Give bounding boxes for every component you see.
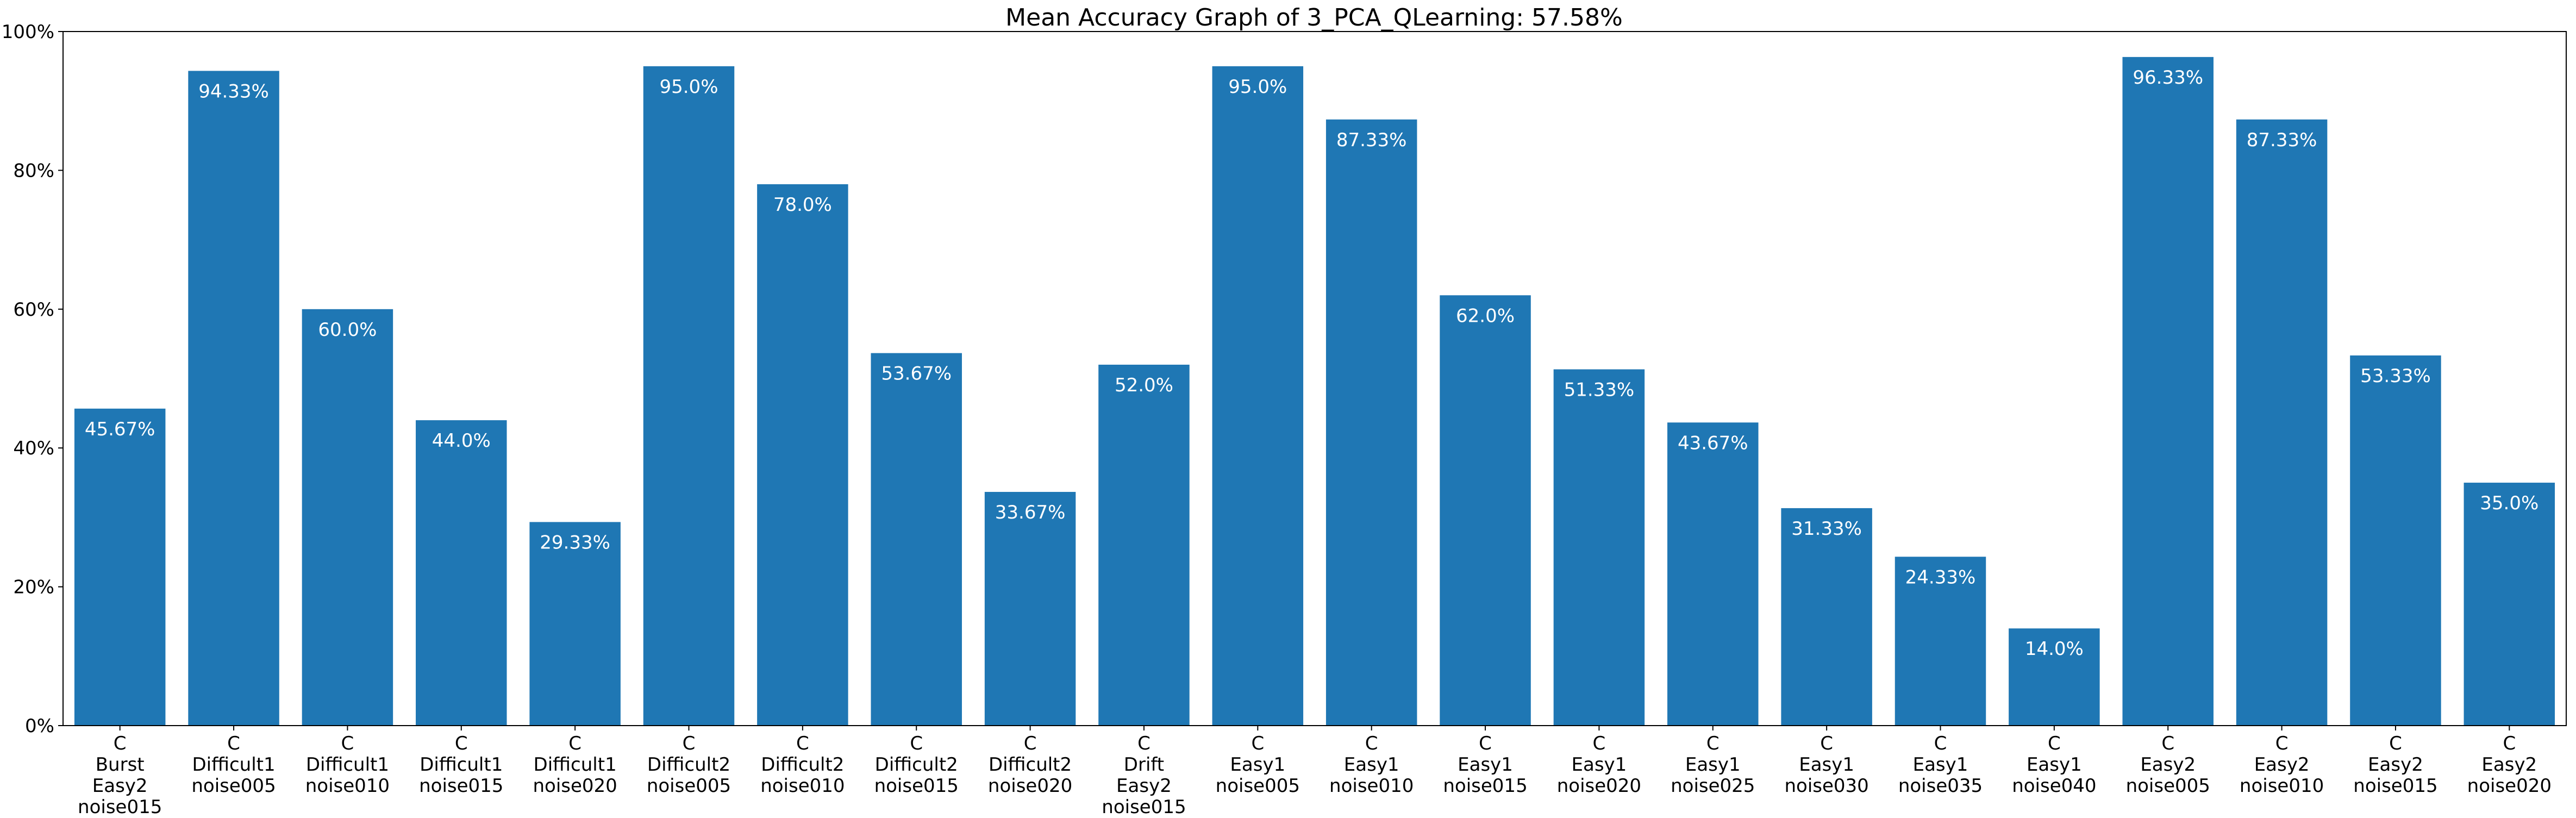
data-label: 53.33%	[2360, 365, 2431, 387]
y-tick-label: 40%	[13, 438, 54, 459]
bar	[757, 184, 848, 726]
data-label: 87.33%	[2247, 129, 2317, 151]
bar	[1098, 364, 1190, 726]
data-label: 44.0%	[432, 430, 491, 452]
x-tick-label: C Easy1 noise025	[1671, 733, 1755, 797]
x-tick-label: C Drift Easy2 noise015	[1102, 733, 1186, 815]
x-tick-label: C Difficult1 noise015	[419, 733, 503, 797]
bar	[2464, 483, 2555, 726]
x-tick-label: C Easy1 noise040	[2012, 733, 2096, 797]
x-tick-label: C Difficult2 noise010	[760, 733, 845, 797]
bar	[1325, 119, 1417, 726]
data-label: 96.33%	[2133, 67, 2203, 89]
x-tick-label: C Burst Easy2 noise015	[78, 733, 162, 815]
data-label: 87.33%	[1336, 129, 1407, 151]
data-label: 60.0%	[318, 319, 377, 341]
x-tick-label: C Difficult2 noise020	[988, 733, 1072, 797]
y-tick-label: 60%	[13, 299, 54, 321]
bar	[2122, 57, 2214, 726]
bar	[871, 353, 962, 726]
bar	[529, 522, 621, 726]
bar	[1667, 422, 1759, 726]
x-tick-label: C Easy2 noise005	[2126, 733, 2210, 797]
bar	[416, 420, 507, 726]
bar	[1440, 295, 1531, 726]
bar	[1781, 508, 1872, 726]
data-label: 24.33%	[1905, 566, 1976, 588]
x-tick-label: C Easy1 noise035	[1898, 733, 1983, 797]
data-label: 52.0%	[1115, 374, 1173, 396]
x-tick-label: C Difficult1 noise020	[533, 733, 617, 797]
bar	[74, 408, 166, 726]
x-axis: C Burst Easy2 noise015 C Difficult1 noise005 C D…	[78, 726, 2552, 818]
data-labels-layer: 45.67% 94.33% 60.0% 44.0% 29.33% 95.0% 78.0% 53…	[85, 67, 2539, 660]
bar	[2350, 355, 2441, 726]
data-label: 62.0%	[1456, 305, 1515, 327]
x-tick-label: C Difficult1 noise010	[305, 733, 390, 797]
data-label: 53.67%	[881, 363, 952, 385]
x-tick-label: C Easy1 noise010	[1329, 733, 1414, 797]
data-label: 29.33%	[540, 532, 610, 553]
x-tick-label: C Difficult1 noise005	[191, 733, 276, 797]
data-label: 35.0%	[2480, 492, 2539, 514]
bars-layer	[74, 57, 2555, 726]
chart-title: Mean Accuracy Graph of 3_PCA_QLearning: …	[1005, 4, 1623, 32]
data-label: 94.33%	[198, 80, 269, 102]
x-tick-label: C Difficult2 noise015	[874, 733, 959, 797]
data-label: 43.67%	[1678, 432, 1748, 454]
y-tick-label: 0%	[25, 715, 54, 737]
x-tick-label: C Easy1 noise005	[1216, 733, 1300, 797]
bar	[188, 71, 279, 726]
x-tick-label: C Easy1 noise020	[1557, 733, 1641, 797]
y-tick-label: 100%	[2, 21, 54, 43]
data-label: 95.0%	[1228, 76, 1287, 98]
x-tick-label: C Easy2 noise010	[2240, 733, 2324, 797]
x-tick-label: C Difficult2 noise005	[647, 733, 731, 797]
y-tick-label: 20%	[13, 577, 54, 598]
plot-frame	[62, 31, 2567, 726]
x-tick-label: C Easy1 noise030	[1784, 733, 1868, 797]
bar	[2009, 628, 2100, 726]
data-label: 33.67%	[995, 502, 1066, 523]
data-label: 78.0%	[773, 194, 832, 216]
data-label: 14.0%	[2025, 638, 2084, 660]
y-axis: 0% 20% 40% 60% 80% 100%	[2, 21, 63, 737]
y-tick-label: 80%	[13, 160, 54, 182]
data-label: 51.33%	[1564, 379, 1635, 401]
x-tick-label: C Easy2 noise015	[2353, 733, 2437, 797]
bar	[1895, 557, 1986, 726]
data-label: 95.0%	[659, 76, 718, 98]
bar	[302, 309, 393, 726]
bar	[1553, 369, 1645, 726]
bar	[643, 66, 735, 726]
data-label: 45.67%	[85, 419, 155, 440]
bar	[984, 492, 1076, 726]
bar	[1212, 66, 1304, 726]
bar	[2236, 119, 2328, 726]
x-tick-label: C Easy2 noise020	[2467, 733, 2552, 797]
x-tick-label: C Easy1 noise015	[1443, 733, 1527, 797]
data-label: 31.33%	[1791, 518, 1862, 540]
